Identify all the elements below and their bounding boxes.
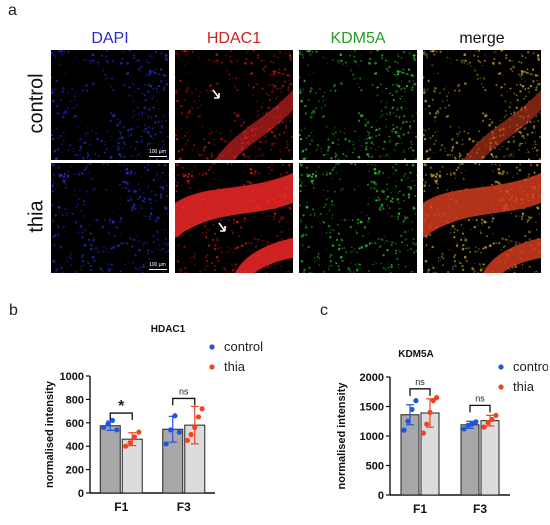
micrograph-merge-control bbox=[423, 50, 541, 160]
data-point bbox=[172, 413, 178, 419]
micrograph-hdac1-control bbox=[175, 50, 293, 160]
scale-bar bbox=[149, 269, 167, 270]
legend-label: control bbox=[513, 359, 548, 374]
arrow-icon bbox=[212, 89, 220, 99]
significance-label: * bbox=[118, 398, 125, 415]
chart-title: HDAC1 bbox=[151, 324, 186, 335]
micrograph-dapi-control: 100 μm bbox=[51, 50, 169, 160]
y-tick-label: 500 bbox=[366, 461, 384, 473]
data-point bbox=[184, 437, 191, 443]
data-point bbox=[469, 421, 475, 427]
chart-hdac1: HDAC1 normalised intensity 0 200 400 600 800 10… bbox=[40, 305, 290, 520]
x-tick-label: F1 bbox=[114, 500, 128, 514]
data-point bbox=[114, 427, 120, 433]
micrograph-hdac1-thia bbox=[175, 163, 293, 273]
data-point bbox=[195, 414, 202, 420]
micrograph-kdm5a-control bbox=[299, 50, 417, 160]
micrograph-dapi-thia: 100 μm bbox=[51, 163, 169, 273]
data-point bbox=[401, 427, 407, 433]
y-tick-label: 0 bbox=[78, 488, 84, 500]
significance-bracket bbox=[172, 397, 196, 406]
panel-a-letter: a bbox=[8, 2, 17, 19]
significance-label: ns bbox=[179, 386, 189, 396]
bar-control-F3 bbox=[460, 424, 480, 496]
row-label-thia: thia bbox=[25, 200, 48, 233]
y-tick-label: 0 bbox=[378, 490, 384, 502]
bar-thia-F3 bbox=[480, 420, 500, 496]
data-point bbox=[167, 427, 174, 433]
legend-label: thia bbox=[513, 379, 535, 394]
y-tick-label: 600 bbox=[66, 418, 84, 430]
micrograph-merge-thia bbox=[423, 163, 541, 273]
data-point bbox=[405, 418, 411, 424]
column-header-hdac1: HDAC1 bbox=[206, 30, 262, 47]
y-tick-label: 1500 bbox=[360, 402, 384, 414]
column-header-merge: merge bbox=[459, 30, 505, 47]
micrograph-kdm5a-thia bbox=[299, 163, 417, 273]
significance-bracket bbox=[469, 404, 491, 413]
y-axis-label: normalised intensity bbox=[44, 380, 56, 488]
y-tick-label: 800 bbox=[66, 394, 84, 406]
data-point bbox=[131, 434, 138, 440]
data-point bbox=[481, 424, 487, 430]
data-point bbox=[109, 417, 116, 424]
data-point bbox=[409, 406, 415, 413]
data-point bbox=[101, 424, 107, 431]
data-point bbox=[493, 412, 499, 418]
data-point bbox=[105, 421, 111, 427]
data-point bbox=[489, 416, 495, 423]
data-point bbox=[434, 395, 440, 401]
chart-title: KDM5A bbox=[398, 349, 434, 360]
data-point bbox=[427, 409, 433, 415]
data-point bbox=[176, 429, 182, 435]
data-point bbox=[192, 424, 198, 431]
row-label-control: control bbox=[25, 73, 48, 134]
y-tick-label: 1000 bbox=[60, 371, 84, 383]
x-tick-label: F3 bbox=[473, 502, 487, 516]
bar-control-F1 bbox=[99, 425, 121, 494]
significance-bracket bbox=[409, 388, 431, 396]
legend-marker bbox=[209, 364, 215, 370]
data-point bbox=[485, 419, 491, 426]
panel-b-letter: b bbox=[9, 302, 18, 319]
legend-marker bbox=[498, 364, 504, 370]
data-point bbox=[424, 421, 430, 427]
y-tick-label: 200 bbox=[66, 465, 84, 477]
legend-marker bbox=[209, 344, 215, 350]
panel-c-letter: c bbox=[320, 302, 328, 319]
y-tick-label: 2000 bbox=[360, 372, 384, 384]
column-header-dapi: DAPI bbox=[91, 30, 129, 47]
data-point bbox=[473, 419, 479, 425]
scale-bar bbox=[149, 156, 167, 157]
y-tick-label: 400 bbox=[66, 441, 84, 453]
column-header-kdm5a: KDM5A bbox=[330, 30, 386, 47]
data-point bbox=[199, 406, 205, 412]
data-point bbox=[413, 398, 419, 404]
data-point bbox=[136, 429, 142, 435]
y-axis-label: normalised intensity bbox=[336, 382, 348, 490]
data-point bbox=[461, 426, 467, 432]
scale-bar-label: 100 μm bbox=[149, 149, 166, 155]
chart-kdm5a: KDM5A normalised intensity 0 500 1000 1500 200… bbox=[320, 305, 550, 520]
legend-marker bbox=[498, 384, 504, 390]
data-point bbox=[465, 422, 471, 428]
data-point bbox=[123, 443, 129, 449]
significance-label: ns bbox=[475, 393, 485, 403]
y-tick-label: 1000 bbox=[360, 431, 384, 443]
legend-label: control bbox=[224, 339, 263, 354]
scale-bar-label: 100 μm bbox=[149, 262, 166, 268]
arrow-icon bbox=[218, 222, 226, 232]
significance-label: ns bbox=[415, 377, 425, 387]
data-point bbox=[127, 440, 133, 446]
x-tick-label: F1 bbox=[413, 502, 427, 516]
data-point bbox=[420, 430, 426, 436]
legend-label: thia bbox=[224, 359, 246, 374]
x-tick-label: F3 bbox=[177, 500, 191, 514]
data-point bbox=[188, 431, 194, 438]
bar-control-F1 bbox=[400, 414, 420, 496]
significance-bracket bbox=[109, 412, 133, 421]
data-point bbox=[163, 441, 169, 447]
